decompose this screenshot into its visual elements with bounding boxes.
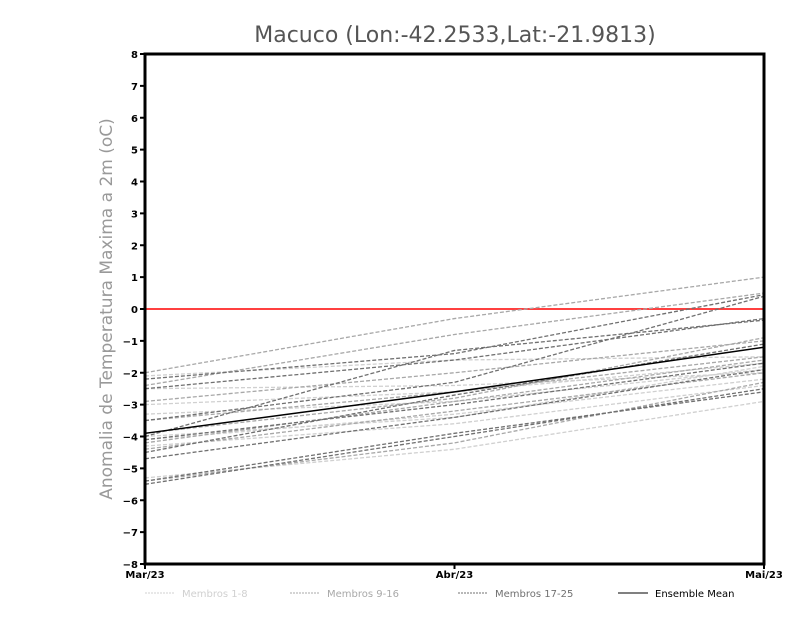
x-tick-label: Mar/23 [125, 570, 164, 581]
y-tick-label: −6 [123, 496, 138, 507]
member-series-line [144, 388, 765, 485]
legend-label: Membros 1-8 [182, 589, 248, 600]
member-series-line [144, 340, 765, 403]
plot-frame [143, 52, 766, 566]
legend-label: Membros 17-25 [495, 589, 573, 600]
member-series-line [144, 319, 765, 438]
chart-title: Macuco (Lon:-42.2533,Lat:-21.9813) [254, 23, 656, 48]
y-tick-label: −7 [123, 528, 138, 539]
y-tick-label: −3 [123, 401, 138, 412]
member-series-line [144, 378, 765, 441]
legend-label: Ensemble Mean [655, 589, 734, 600]
member-series-line [144, 317, 765, 390]
y-tick-label: 2 [131, 241, 138, 252]
ensemble-mean-line [144, 346, 765, 435]
y-tick-label: −4 [123, 433, 138, 444]
y-tick-label: 6 [131, 114, 138, 125]
member-series-line [144, 365, 765, 438]
x-tick-label: Abr/23 [436, 570, 473, 581]
member-series-line [144, 359, 765, 444]
member-series-line [144, 362, 765, 441]
y-tick-label: −2 [123, 369, 138, 380]
member-series-line [144, 294, 765, 380]
member-series-line [144, 356, 765, 422]
y-axis-label: Anomalia de Temperatura Maxima a 2m (oC) [97, 118, 117, 500]
y-tick-label: 4 [131, 178, 138, 189]
member-series-line [144, 292, 765, 387]
y-tick-label: 8 [131, 50, 138, 61]
y-tick-label: 7 [131, 82, 138, 93]
member-series-line [144, 372, 765, 450]
member-series-line [144, 368, 765, 460]
y-tick-label: 5 [131, 146, 138, 157]
y-tick-label: 3 [131, 209, 138, 220]
y-tick-label: −8 [123, 560, 138, 571]
member-series-line [144, 295, 765, 422]
member-series-line [144, 391, 765, 482]
member-series-line [144, 276, 765, 374]
y-tick-label: 0 [131, 305, 138, 316]
member-series-line [144, 384, 765, 447]
legend-label: Membros 9-16 [327, 589, 399, 600]
y-tick-label: −1 [123, 337, 138, 348]
member-series-line [144, 337, 765, 434]
y-tick-label: −5 [123, 464, 138, 475]
member-series-line [144, 343, 765, 454]
y-tick-label: 1 [131, 273, 138, 284]
x-tick-label: Mai/23 [745, 570, 783, 581]
